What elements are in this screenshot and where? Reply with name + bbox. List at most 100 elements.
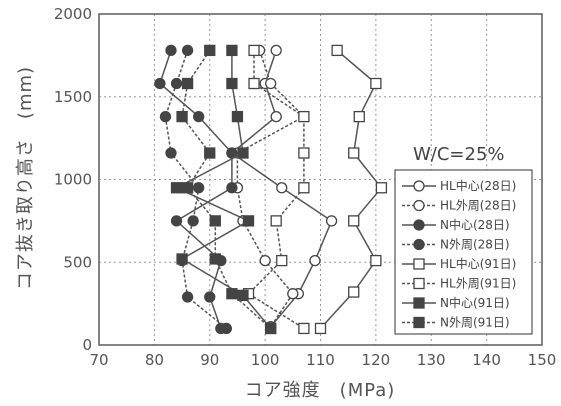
data-point: [248, 77, 260, 90]
data-point: [237, 147, 249, 159]
legend-entry-3: N中心(28日): [402, 217, 510, 232]
legend-label: HL中心(91日): [440, 256, 516, 271]
data-point: [176, 253, 188, 265]
data-point: [226, 77, 238, 90]
data-point: [270, 110, 282, 123]
legend-label: HL中心(28日): [440, 178, 516, 193]
annotation-wc: W/C=25%: [413, 144, 505, 165]
data-point: [159, 110, 172, 123]
legend-label: HL外周(28日): [440, 199, 516, 213]
y-tick-label: 2000: [54, 5, 92, 23]
data-point: [204, 44, 216, 57]
legend-marker: [413, 297, 425, 309]
data-point: [204, 291, 216, 303]
data-point: [226, 44, 238, 57]
x-tick-label: 120: [362, 351, 391, 369]
legend-entry-2: HL外周(28日): [402, 199, 516, 213]
data-point: [237, 289, 249, 302]
legend-entry-1: HL中心(28日): [402, 178, 516, 193]
legend-entry-5: HL中心(91日): [402, 256, 516, 271]
data-point: [170, 182, 183, 194]
y-tick-label: 1000: [54, 171, 92, 189]
series-line: [236, 50, 306, 328]
series-4: [159, 44, 233, 335]
series-line: [247, 50, 305, 330]
legend-entry-4: N外周(28日): [402, 238, 510, 252]
legend-label: N外周(28日): [440, 238, 510, 252]
data-point: [325, 215, 338, 227]
data-point: [170, 77, 183, 90]
series-5: [314, 44, 388, 335]
y-tick-label: 1500: [54, 88, 92, 106]
data-point: [181, 77, 194, 90]
legend-label: N外周(91日): [440, 316, 510, 330]
data-point: [165, 147, 177, 159]
data-point: [298, 322, 310, 335]
legend-marker: [413, 258, 425, 270]
x-axis-title: コア強度 (MPa): [245, 380, 396, 401]
data-point: [187, 215, 199, 227]
series-8: [176, 44, 277, 335]
data-point: [265, 322, 277, 335]
data-point: [154, 77, 166, 90]
data-point: [209, 215, 221, 227]
x-tick-labels: 70 80 90 100 110 120 130 140 150: [89, 351, 556, 369]
data-point: [242, 215, 255, 227]
series-3: [154, 44, 238, 335]
data-point: [348, 215, 360, 227]
legend-marker: [413, 180, 425, 192]
data-point: [370, 77, 382, 90]
data-point: [270, 215, 282, 227]
data-point: [298, 182, 310, 194]
x-tick-label: 150: [528, 351, 557, 369]
x-tick-label: 100: [251, 351, 280, 369]
legend-marker: [413, 316, 425, 329]
data-point: [370, 254, 382, 267]
data-point: [193, 182, 205, 194]
legend-marker: [413, 219, 425, 231]
data-point: [276, 182, 288, 194]
y-tick-label: 500: [63, 253, 92, 271]
data-point: [314, 322, 327, 335]
data-point: [259, 254, 271, 267]
data-point: [309, 254, 321, 267]
data-point: [170, 215, 183, 227]
data-point: [176, 110, 188, 123]
data-point: [231, 110, 244, 123]
data-point: [220, 322, 233, 335]
data-point: [348, 286, 360, 298]
legend-label: HL外周(91日): [440, 277, 516, 291]
legend-entry-8: N外周(91日): [402, 316, 510, 330]
data-point: [270, 44, 282, 57]
x-tick-label: 130: [417, 351, 446, 369]
data-point: [265, 77, 277, 90]
data-point: [209, 253, 221, 265]
data-point: [181, 182, 194, 194]
data-point: [348, 147, 360, 159]
x-tick-label: 140: [472, 351, 501, 369]
plot-frame: [98, 13, 543, 346]
data-point: [298, 110, 310, 123]
data-point: [181, 44, 194, 57]
legend-entry-7: N中心(91日): [402, 295, 510, 310]
legend-marker: [413, 238, 425, 251]
y-axis-title: コア抜き取り高さ (mm): [15, 66, 36, 290]
series: [154, 44, 388, 335]
legend-marker: [413, 199, 425, 212]
data-point: [276, 254, 288, 267]
data-point: [226, 288, 238, 300]
y-tick-label: 0: [82, 336, 92, 354]
data-point: [287, 288, 299, 300]
data-point: [165, 44, 177, 57]
legend: HL中心(28日) HL外周(28日) N中心(28日) N外周(28日) HL中心(9…: [394, 169, 533, 335]
data-point: [298, 147, 310, 159]
data-point: [204, 147, 216, 159]
legend-marker: [413, 277, 425, 290]
x-tick-label: 90: [200, 351, 219, 369]
x-tick-label: 110: [306, 351, 335, 369]
legend-label: N中心(91日): [440, 295, 510, 310]
data-point: [226, 182, 238, 194]
data-point: [353, 110, 365, 123]
data-point: [193, 110, 205, 123]
